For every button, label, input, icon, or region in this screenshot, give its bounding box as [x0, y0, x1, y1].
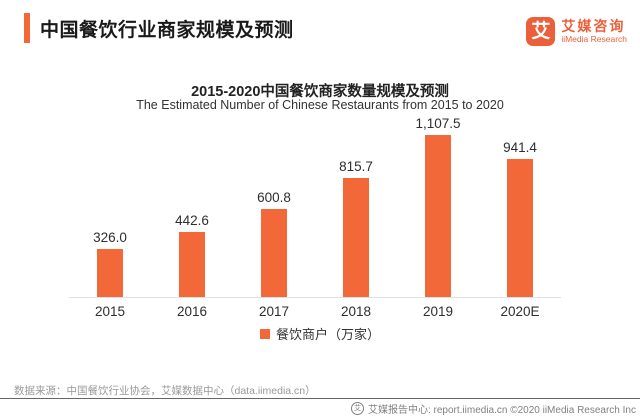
- bar: [97, 249, 123, 297]
- brand-name-cn: 艾媒咨询: [561, 17, 626, 34]
- chart-legend: 餐饮商户（万家）: [0, 324, 640, 343]
- legend-swatch: [259, 328, 270, 339]
- legend-label: 餐饮商户（万家）: [275, 327, 380, 342]
- bar: [507, 159, 533, 297]
- report-header: 中国餐饮行业商家规模及预测: [24, 13, 294, 43]
- bar-column: 326.0: [69, 115, 151, 297]
- report-footer: 艾 艾媒报告中心: report.iimedia.cn ©2020 iiMedi…: [350, 401, 636, 416]
- iimedia-footer-icon: 艾: [350, 402, 364, 415]
- bar: [179, 232, 205, 297]
- bar-column: 442.6: [151, 115, 233, 297]
- chart-subtitle: The Estimated Number of Chinese Restaura…: [136, 98, 504, 112]
- x-axis-tick-label: 2019: [422, 304, 454, 319]
- bar: [343, 178, 369, 297]
- iimedia-logo-icon: 艾: [526, 17, 556, 46]
- source-note: 数据来源：中国餐饮行业协会，艾媒数据中心（data.iimedia.cn）: [14, 385, 316, 397]
- x-axis-tick-label: 2018: [340, 304, 372, 319]
- x-axis-tick-label: 2016: [176, 304, 208, 319]
- bar-value-label: 600.8: [257, 190, 291, 205]
- bar: [425, 135, 451, 297]
- bar-column: 941.4: [479, 115, 561, 297]
- x-axis-tick-label: 2015: [94, 304, 126, 319]
- bar-value-label: 1,107.5: [415, 116, 461, 131]
- x-axis-tick-label: 2020E: [500, 304, 540, 319]
- bar-chart-plot-area: 326.0 442.6 600.8 815.7 1,107.5 941.4: [69, 115, 561, 298]
- bar: [261, 209, 287, 297]
- iimedia-logo: 艾 艾媒咨询 iiMedia Research: [526, 17, 627, 46]
- chart-title: 2015-2020中国餐饮商家数量规模及预测: [191, 84, 449, 100]
- brand-text: 艾媒咨询 iiMedia Research: [561, 17, 627, 45]
- bar-column: 600.8: [233, 115, 315, 297]
- bar-value-label: 442.6: [175, 213, 209, 228]
- footer-text: 艾媒报告中心: report.iimedia.cn ©2020 iiMedia …: [367, 405, 636, 416]
- title-accent-bar: [24, 13, 30, 43]
- bar-value-label: 941.4: [503, 140, 537, 155]
- bar-column: 815.7: [315, 115, 397, 297]
- bar-value-label: 326.0: [93, 230, 127, 245]
- footer-divider: [0, 398, 640, 399]
- brand-name-en: iiMedia Research: [561, 34, 627, 45]
- x-axis-labels: 2015 2016 2017 2018 2019 2020E: [69, 304, 561, 319]
- x-axis-tick-label: 2017: [258, 304, 290, 319]
- bar-column: 1,107.5: [397, 115, 479, 297]
- bar-value-label: 815.7: [339, 159, 373, 174]
- page-title: 中国餐饮行业商家规模及预测: [40, 19, 294, 41]
